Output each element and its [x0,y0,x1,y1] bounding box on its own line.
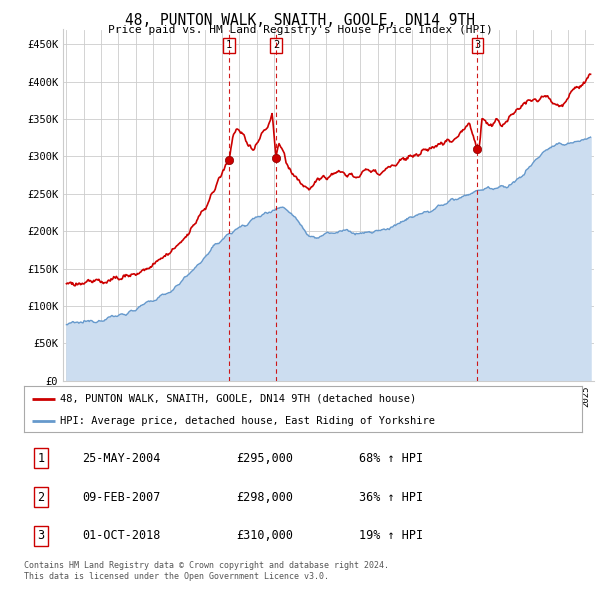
Text: £295,000: £295,000 [236,452,293,465]
Text: 1: 1 [226,40,232,50]
Text: Contains HM Land Registry data © Crown copyright and database right 2024.: Contains HM Land Registry data © Crown c… [24,560,389,569]
Text: 48, PUNTON WALK, SNAITH, GOOLE, DN14 9TH: 48, PUNTON WALK, SNAITH, GOOLE, DN14 9TH [125,13,475,28]
Text: 01-OCT-2018: 01-OCT-2018 [83,529,161,542]
Text: 09-FEB-2007: 09-FEB-2007 [83,490,161,504]
Text: £310,000: £310,000 [236,529,293,542]
Text: 2: 2 [37,490,44,504]
Text: 2: 2 [273,40,279,50]
Text: 1: 1 [37,452,44,465]
Text: 68% ↑ HPI: 68% ↑ HPI [359,452,423,465]
Text: 3: 3 [37,529,44,542]
Text: This data is licensed under the Open Government Licence v3.0.: This data is licensed under the Open Gov… [24,572,329,581]
Text: 19% ↑ HPI: 19% ↑ HPI [359,529,423,542]
Text: 25-MAY-2004: 25-MAY-2004 [83,452,161,465]
Text: Price paid vs. HM Land Registry's House Price Index (HPI): Price paid vs. HM Land Registry's House … [107,25,493,35]
Text: 3: 3 [474,40,481,50]
Text: HPI: Average price, detached house, East Riding of Yorkshire: HPI: Average price, detached house, East… [60,416,435,426]
Text: £298,000: £298,000 [236,490,293,504]
Text: 36% ↑ HPI: 36% ↑ HPI [359,490,423,504]
Text: 48, PUNTON WALK, SNAITH, GOOLE, DN14 9TH (detached house): 48, PUNTON WALK, SNAITH, GOOLE, DN14 9TH… [60,394,416,404]
